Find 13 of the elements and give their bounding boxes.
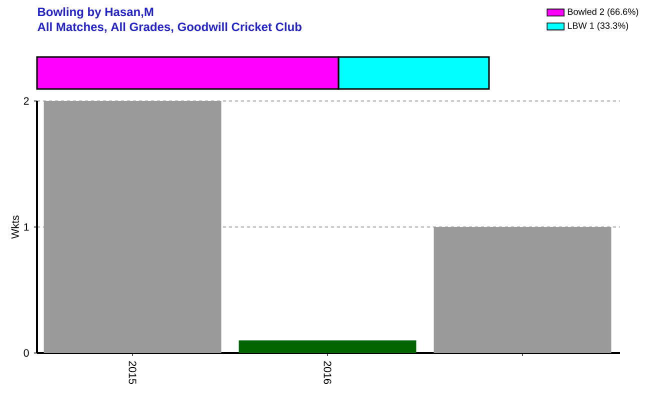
bar <box>238 340 416 353</box>
legend-label: LBW 1 (33.3%) <box>568 22 628 31</box>
x-tick-label: 2016 <box>324 361 332 384</box>
chart-title: Bowling by Hasan,M <box>38 7 154 19</box>
bar <box>44 101 222 353</box>
y-tick-label: 2 <box>24 97 29 105</box>
chart-subtitle: All Matches, All Grades, Goodwill Cricket Club <box>38 22 302 33</box>
x-tick-label: 2015 <box>128 361 136 384</box>
legend-label: Bowled 2 (66.6%) <box>568 8 638 17</box>
y-tick-label: 1 <box>24 223 29 231</box>
y-axis-title: Wkts <box>11 216 19 239</box>
bar <box>434 227 612 353</box>
y-tick-label: 0 <box>24 349 29 357</box>
